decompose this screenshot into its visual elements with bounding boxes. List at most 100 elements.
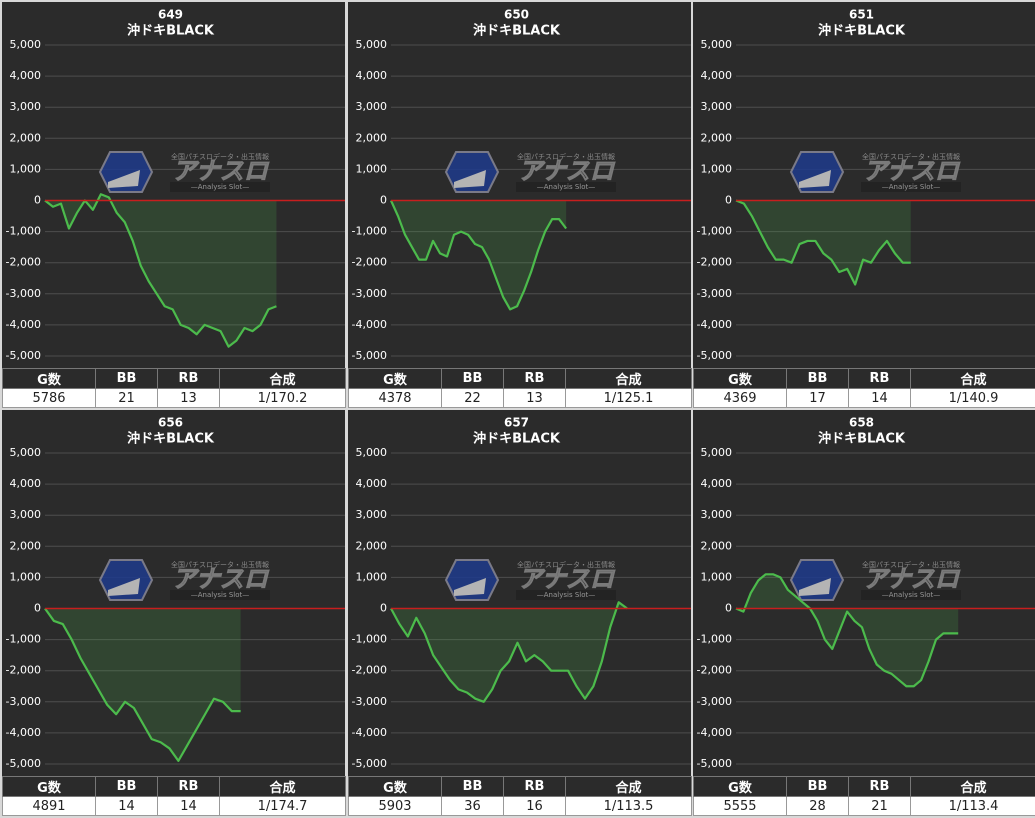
stats-header: G数 xyxy=(2,368,96,389)
y-tick-label: 1,000 xyxy=(356,162,388,175)
y-tick-label: 5,000 xyxy=(10,446,42,459)
y-tick-label: -2,000 xyxy=(6,256,41,269)
stats-header: G数 xyxy=(693,368,787,389)
watermark-tagline: 全国パチスロデータ・出玉情報 xyxy=(171,152,269,161)
chart-title: 651 xyxy=(849,8,874,22)
line-area xyxy=(45,194,277,347)
stats-cell: 16 xyxy=(503,796,566,816)
y-tick-label: 0 xyxy=(725,602,732,615)
stats-table: G数 BB RB 合成 5786 21 13 1/170.2 xyxy=(2,368,346,408)
y-tick-label: -3,000 xyxy=(697,695,732,708)
y-tick-label: 0 xyxy=(34,194,41,207)
chart-panel: 650 沖ドキBLACK -5,000 -4,000 -3,000 -2,000 -1,00… xyxy=(348,2,692,408)
watermark-sub: —Analysis Slot— xyxy=(191,183,249,191)
stats-cell: 13 xyxy=(503,388,566,408)
stats-header: RB xyxy=(157,776,220,797)
watermark-sub-bg xyxy=(170,590,270,600)
data-line xyxy=(735,199,911,286)
watermark-logo-text: アナスロ xyxy=(863,157,961,185)
stats-header-row: G数 BB RB 合成 xyxy=(2,776,346,797)
y-tick-label: 5,000 xyxy=(10,38,42,51)
y-tick-label: -2,000 xyxy=(697,256,732,269)
watermark-logo-stripe xyxy=(108,578,140,596)
stats-header: BB xyxy=(441,368,504,389)
y-tick-label: -3,000 xyxy=(6,695,41,708)
y-tick-label: -3,000 xyxy=(697,287,732,300)
stats-header: BB xyxy=(786,368,849,389)
y-tick-label: 5,000 xyxy=(356,38,388,51)
chart-title: 649 xyxy=(158,8,183,22)
chart-panel: 649 沖ドキBLACK -5,000 -4,000 -3,000 -2,000 -1,00… xyxy=(2,2,346,408)
y-tick-label: 5,000 xyxy=(356,446,388,459)
chart-title: 650 xyxy=(504,8,529,22)
stats-table: G数 BB RB 合成 4369 17 14 1/140.9 xyxy=(693,368,1035,408)
stats-cell: 1/113.4 xyxy=(910,796,1035,816)
y-tick-label: -4,000 xyxy=(352,318,387,331)
watermark-logo-text: アナスロ xyxy=(863,565,961,593)
y-tick-label: 3,000 xyxy=(10,100,42,113)
watermark-logo-stripe xyxy=(799,578,831,596)
watermark-tagline: 全国パチスロデータ・出玉情報 xyxy=(517,152,615,161)
watermark-sub: —Analysis Slot— xyxy=(537,591,595,599)
stats-cell: 21 xyxy=(848,796,911,816)
y-tick-label: 0 xyxy=(725,194,732,207)
y-tick-label: -2,000 xyxy=(697,664,732,677)
stats-row: 4378 22 13 1/125.1 xyxy=(348,388,692,408)
chart-subtitle: 沖ドキBLACK xyxy=(818,431,906,447)
y-tick-label: 0 xyxy=(380,602,387,615)
y-tick-label: -5,000 xyxy=(6,349,41,362)
stats-header: BB xyxy=(786,776,849,797)
stats-header: 合成 xyxy=(219,776,346,797)
stats-cell: 28 xyxy=(786,796,849,816)
y-tick-label: -4,000 xyxy=(697,318,732,331)
stats-header-row: G数 BB RB 合成 xyxy=(2,368,346,389)
stats-header: G数 xyxy=(2,776,96,797)
y-tick-label: 4,000 xyxy=(356,69,388,82)
data-line xyxy=(44,607,241,762)
stats-row: 5903 36 16 1/113.5 xyxy=(348,796,692,816)
y-tick-label: -1,000 xyxy=(352,225,387,238)
watermark-logo-stripe xyxy=(454,578,486,596)
watermark-tagline: 全国パチスロデータ・出玉情報 xyxy=(517,560,615,569)
y-tick-label: 4,000 xyxy=(701,69,733,82)
y-tick-label: 4,000 xyxy=(10,477,42,490)
y-tick-label: 3,000 xyxy=(10,508,42,521)
y-tick-label: 5,000 xyxy=(701,446,733,459)
chart-subtitle: 沖ドキBLACK xyxy=(818,23,906,39)
stats-table: G数 BB RB 合成 4891 14 14 1/174.7 xyxy=(2,776,346,816)
y-tick-label: 2,000 xyxy=(356,131,388,144)
stats-table: G数 BB RB 合成 5903 36 16 1/113.5 xyxy=(348,776,692,816)
y-tick-label: 1,000 xyxy=(701,570,733,583)
watermark-sub-bg xyxy=(861,590,961,600)
y-tick-label: 2,000 xyxy=(356,539,388,552)
chart-panel: 656 沖ドキBLACK -5,000 -4,000 -3,000 -2,000 -1,00… xyxy=(2,410,346,816)
y-tick-label: 1,000 xyxy=(10,570,42,583)
y-tick-label: -1,000 xyxy=(6,225,41,238)
y-tick-label: -2,000 xyxy=(352,664,387,677)
y-tick-label: 2,000 xyxy=(701,539,733,552)
stats-cell: 1/140.9 xyxy=(910,388,1035,408)
line-area xyxy=(45,608,241,761)
line-area xyxy=(391,602,628,702)
watermark-sub-bg xyxy=(861,182,961,192)
stats-cell: 21 xyxy=(95,388,158,408)
stats-cell: 13 xyxy=(157,388,220,408)
y-tick-label: 1,000 xyxy=(701,162,733,175)
y-tick-label: 4,000 xyxy=(701,477,733,490)
y-tick-label: -1,000 xyxy=(697,225,732,238)
y-tick-label: -1,000 xyxy=(6,633,41,646)
y-tick-label: 0 xyxy=(34,602,41,615)
stats-header: RB xyxy=(503,368,566,389)
stats-table: G数 BB RB 合成 4378 22 13 1/125.1 xyxy=(348,368,692,408)
chart-title: 657 xyxy=(504,416,529,430)
watermark-sub: —Analysis Slot— xyxy=(882,183,940,191)
watermark-logo-stripe xyxy=(799,170,831,188)
